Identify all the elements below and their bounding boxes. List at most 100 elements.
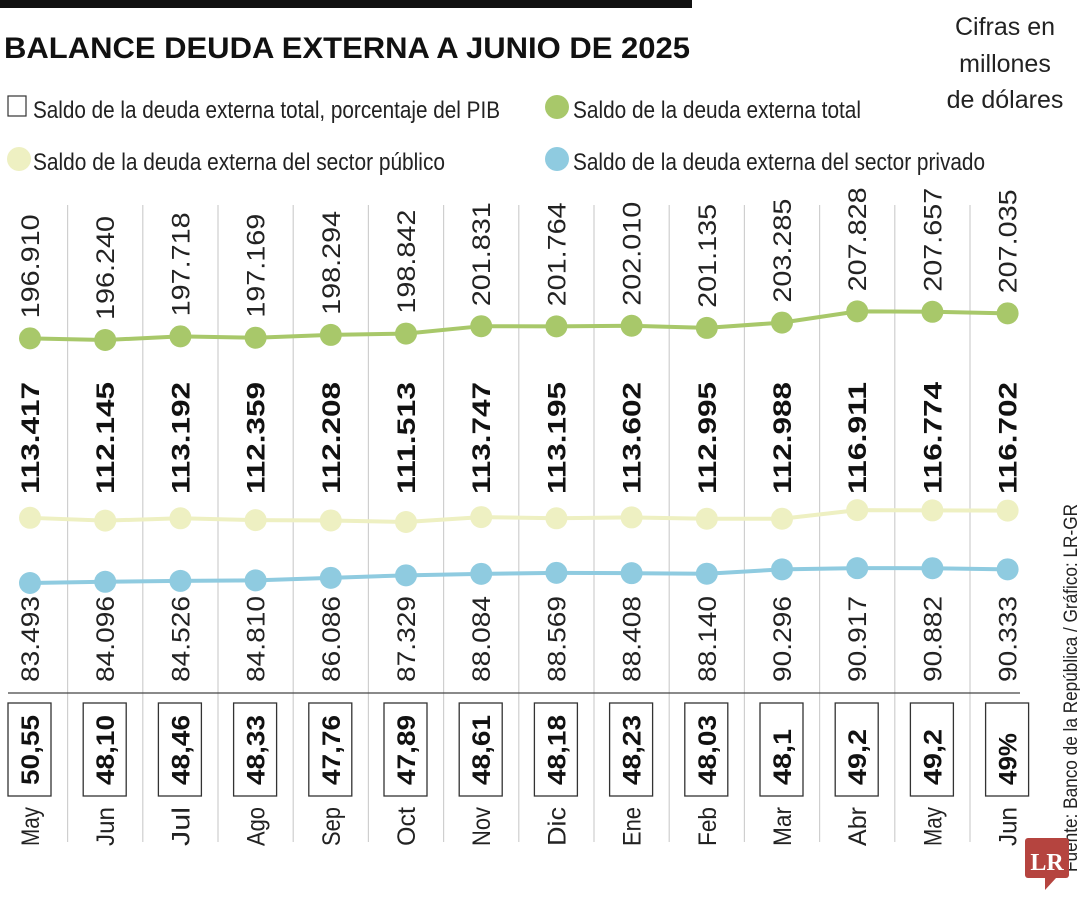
pib-label: 49,2 <box>919 729 947 785</box>
data-label: 84.810 <box>243 596 271 682</box>
data-label: 88.084 <box>468 596 496 682</box>
data-label: 90.333 <box>995 596 1023 682</box>
units-note-line: de dólares <box>947 86 1064 114</box>
pib-box <box>759 702 804 797</box>
data-point <box>921 300 944 323</box>
pib-label: 48,10 <box>92 715 120 785</box>
pib-label: 48,18 <box>543 715 571 785</box>
pib-label: 48,23 <box>619 715 647 785</box>
pib-label: 50,55 <box>17 715 45 785</box>
pib-label: 48,46 <box>167 715 195 785</box>
data-point <box>470 506 493 529</box>
data-label: 197.718 <box>167 212 195 316</box>
pib-label: 47,89 <box>393 715 421 785</box>
x-tick-label: Mar <box>769 807 797 846</box>
pib-label: 48,1 <box>769 729 797 785</box>
data-label: 86.086 <box>318 596 346 682</box>
data-point <box>996 302 1019 325</box>
pib-box <box>834 702 879 797</box>
data-point <box>695 562 718 585</box>
data-point <box>545 561 568 584</box>
data-point <box>94 509 117 532</box>
data-point <box>395 322 417 345</box>
units-note-line: millones <box>959 50 1051 78</box>
data-point <box>996 499 1019 522</box>
legend-swatch-publico <box>7 147 31 171</box>
data-label: 90.296 <box>769 596 797 682</box>
data-label: 201.764 <box>543 202 571 306</box>
legend-label-total: Saldo de la deuda externa total <box>573 97 861 124</box>
data-label: 203.285 <box>769 199 797 303</box>
x-tick-label: Oct <box>393 807 421 846</box>
pib-label: 48,03 <box>694 715 722 785</box>
data-point <box>319 509 342 532</box>
data-label: 83.493 <box>17 596 45 682</box>
units-note: Cifras en millones de dólares <box>947 13 1064 114</box>
data-label: 202.010 <box>619 202 647 306</box>
data-point <box>545 315 568 338</box>
data-label: 113.195 <box>543 382 571 494</box>
series-line <box>29 309 1008 343</box>
data-label: 84.096 <box>92 596 120 682</box>
data-point <box>169 507 192 530</box>
x-tick-label: Sep <box>318 807 346 846</box>
data-point <box>921 499 944 522</box>
pib-box <box>7 702 52 797</box>
pib-box <box>533 702 579 797</box>
pib-box <box>157 702 203 797</box>
data-point <box>19 506 41 529</box>
pib-box <box>684 702 729 797</box>
data-point <box>395 564 417 587</box>
x-tick-label: Feb <box>694 807 722 846</box>
data-label: 112.145 <box>92 382 120 494</box>
data-label: 112.359 <box>243 382 271 494</box>
data-point <box>169 325 192 348</box>
data-label: 201.135 <box>694 204 722 308</box>
data-label: 116.911 <box>844 382 872 494</box>
data-label: 116.774 <box>919 382 947 494</box>
pib-label: 49,2 <box>844 729 872 785</box>
pib-box <box>232 702 278 797</box>
pib-box <box>458 702 503 797</box>
x-tick-label: May <box>919 807 947 846</box>
data-point <box>996 558 1019 581</box>
data-label: 201.831 <box>468 202 496 306</box>
x-tick-label: Jun <box>995 807 1023 846</box>
data-point <box>94 570 117 593</box>
pib-box <box>82 702 127 797</box>
chart-title: BALANCE DEUDA EXTERNA A JUNIO DE 2025 <box>4 32 690 65</box>
data-point <box>695 316 718 339</box>
data-label: 207.828 <box>844 187 872 291</box>
data-point <box>620 314 643 337</box>
data-label: 88.408 <box>619 596 647 682</box>
data-point <box>771 311 793 334</box>
pib-box <box>984 702 1030 797</box>
legend-swatch-pib <box>7 95 27 117</box>
data-point <box>695 507 718 530</box>
x-tick-label: May <box>17 807 45 846</box>
top-rule <box>0 0 692 8</box>
data-point <box>319 323 342 346</box>
x-tick-label: Ago <box>243 807 271 846</box>
data-label: 113.417 <box>17 382 45 494</box>
data-label: 112.995 <box>694 382 722 494</box>
data-label: 90.882 <box>919 596 947 682</box>
legend-swatch-privado <box>545 147 569 171</box>
data-label: 112.208 <box>318 382 346 494</box>
pib-box <box>608 702 654 797</box>
units-note-line: Cifras en <box>955 13 1055 41</box>
pib-label: 47,76 <box>318 715 346 785</box>
data-point <box>244 569 267 592</box>
data-point <box>771 507 793 530</box>
data-point <box>846 499 869 522</box>
x-tick-label: Jun <box>92 807 120 846</box>
series-line <box>29 508 1008 525</box>
x-tick-label: Ene <box>619 807 647 846</box>
legend: Saldo de la deuda externa total, porcent… <box>7 95 985 176</box>
data-label: 113.747 <box>468 382 496 494</box>
pib-box <box>909 702 955 797</box>
data-point <box>620 562 643 585</box>
data-point <box>19 572 41 594</box>
data-label: 112.988 <box>769 382 797 494</box>
